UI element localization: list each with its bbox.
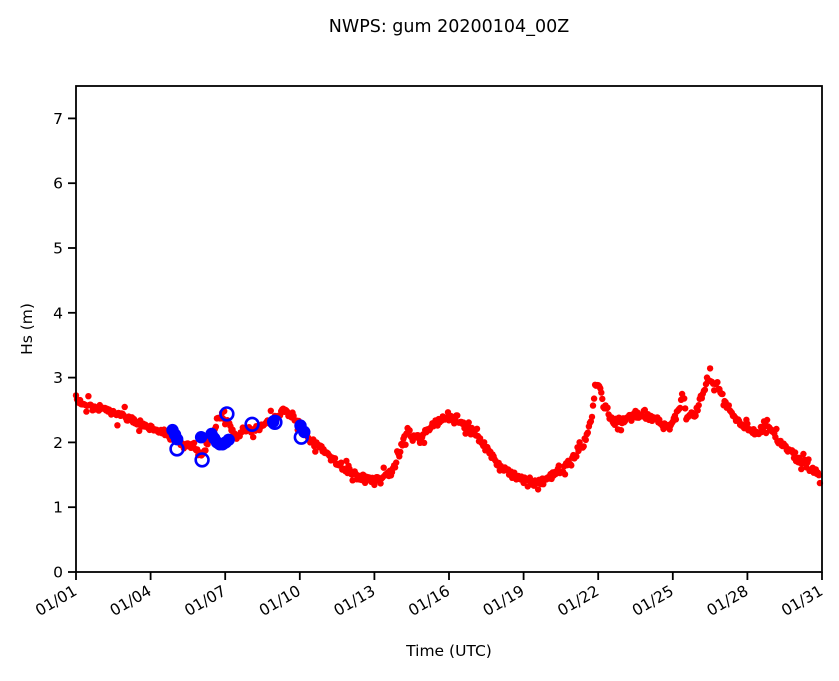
model-point xyxy=(773,425,780,433)
x-tick-label: 01/22 xyxy=(555,582,603,620)
y-tick-label: 6 xyxy=(53,175,63,193)
model-point xyxy=(588,413,596,421)
collocated-point xyxy=(293,429,309,445)
model-point xyxy=(682,405,689,412)
model-point xyxy=(692,412,699,419)
y-tick-label: 0 xyxy=(53,564,63,582)
model-point xyxy=(202,447,209,454)
model-series xyxy=(72,365,824,493)
y-tick-label: 4 xyxy=(53,304,63,322)
model-point xyxy=(796,454,803,461)
x-tick-label: 01/28 xyxy=(704,582,752,620)
model-point xyxy=(719,390,726,398)
x-tick-label: 01/13 xyxy=(331,582,379,620)
model-point xyxy=(568,462,575,469)
y-axis-label: Hs (m) xyxy=(18,303,36,355)
model-point xyxy=(590,395,598,402)
y-tick-label: 2 xyxy=(53,434,63,452)
y-tick-label: 5 xyxy=(53,240,63,258)
x-tick-label: 01/31 xyxy=(778,582,826,620)
model-point xyxy=(580,443,587,450)
model-point xyxy=(672,416,680,423)
collocated-point xyxy=(244,416,260,432)
collocated-point xyxy=(194,452,210,468)
model-point xyxy=(582,436,589,444)
x-tick-label: 01/16 xyxy=(405,582,453,620)
model-point xyxy=(420,439,428,446)
chart-title: NWPS: gum 20200104_00Z xyxy=(328,17,570,37)
model-point xyxy=(798,465,805,473)
model-point xyxy=(454,412,461,419)
x-axis-label: Time (UTC) xyxy=(406,642,492,660)
model-point xyxy=(473,425,481,432)
x-tick-label: 01/07 xyxy=(182,582,230,620)
x-tick-label: 01/10 xyxy=(256,582,304,620)
model-point xyxy=(681,395,688,402)
model-point xyxy=(397,448,404,456)
model-point xyxy=(598,389,605,396)
observation-point xyxy=(222,433,235,446)
model-point xyxy=(694,407,701,414)
model-point xyxy=(391,464,399,471)
observation-series xyxy=(166,415,311,451)
model-point xyxy=(561,471,569,478)
model-point xyxy=(805,456,812,463)
model-point xyxy=(267,407,274,414)
model-point xyxy=(402,441,409,448)
collocated-point xyxy=(219,406,235,422)
model-point xyxy=(701,386,709,393)
y-tick-label: 3 xyxy=(53,369,63,387)
model-point xyxy=(121,403,128,411)
axes-frame xyxy=(75,85,823,573)
model-point xyxy=(250,433,257,441)
model-point xyxy=(346,465,353,472)
x-tick-label: 01/25 xyxy=(629,582,677,620)
collocated-point xyxy=(267,414,283,430)
model-point xyxy=(763,416,771,424)
y-tick-label: 1 xyxy=(53,499,63,517)
collocated-series xyxy=(169,406,309,468)
model-point xyxy=(573,453,580,460)
model-point xyxy=(676,404,684,412)
model-point xyxy=(83,408,90,415)
model-point xyxy=(555,462,562,469)
observation-point xyxy=(194,431,208,444)
model-point xyxy=(706,365,714,372)
y-tick-label: 7 xyxy=(53,110,63,128)
model-point xyxy=(406,427,413,434)
x-tick-label: 01/04 xyxy=(107,582,155,620)
model-point xyxy=(604,404,611,411)
model-point xyxy=(331,455,339,462)
model-point xyxy=(617,427,625,434)
model-point xyxy=(190,439,198,447)
model-point xyxy=(714,379,721,386)
model-point xyxy=(584,429,591,436)
model-point xyxy=(338,459,345,466)
model-point xyxy=(343,457,350,465)
model-point xyxy=(589,402,597,409)
model-point xyxy=(599,395,606,403)
collocated-point xyxy=(169,441,185,457)
model-point xyxy=(695,402,702,409)
model-point xyxy=(393,459,400,466)
model-point xyxy=(800,450,807,458)
x-tick-label: 01/01 xyxy=(32,582,80,620)
model-point xyxy=(725,402,732,409)
model-point xyxy=(312,448,319,455)
model-point xyxy=(85,393,92,400)
model-point xyxy=(212,423,220,430)
model-point xyxy=(114,422,121,429)
model-point xyxy=(534,486,542,493)
model-point xyxy=(380,464,387,471)
model-point xyxy=(815,472,823,479)
model-point xyxy=(791,449,799,456)
model-point xyxy=(465,419,472,426)
model-point xyxy=(481,439,488,446)
model-point xyxy=(377,480,384,487)
model-point xyxy=(744,420,751,427)
x-tick-label: 01/19 xyxy=(480,582,528,620)
